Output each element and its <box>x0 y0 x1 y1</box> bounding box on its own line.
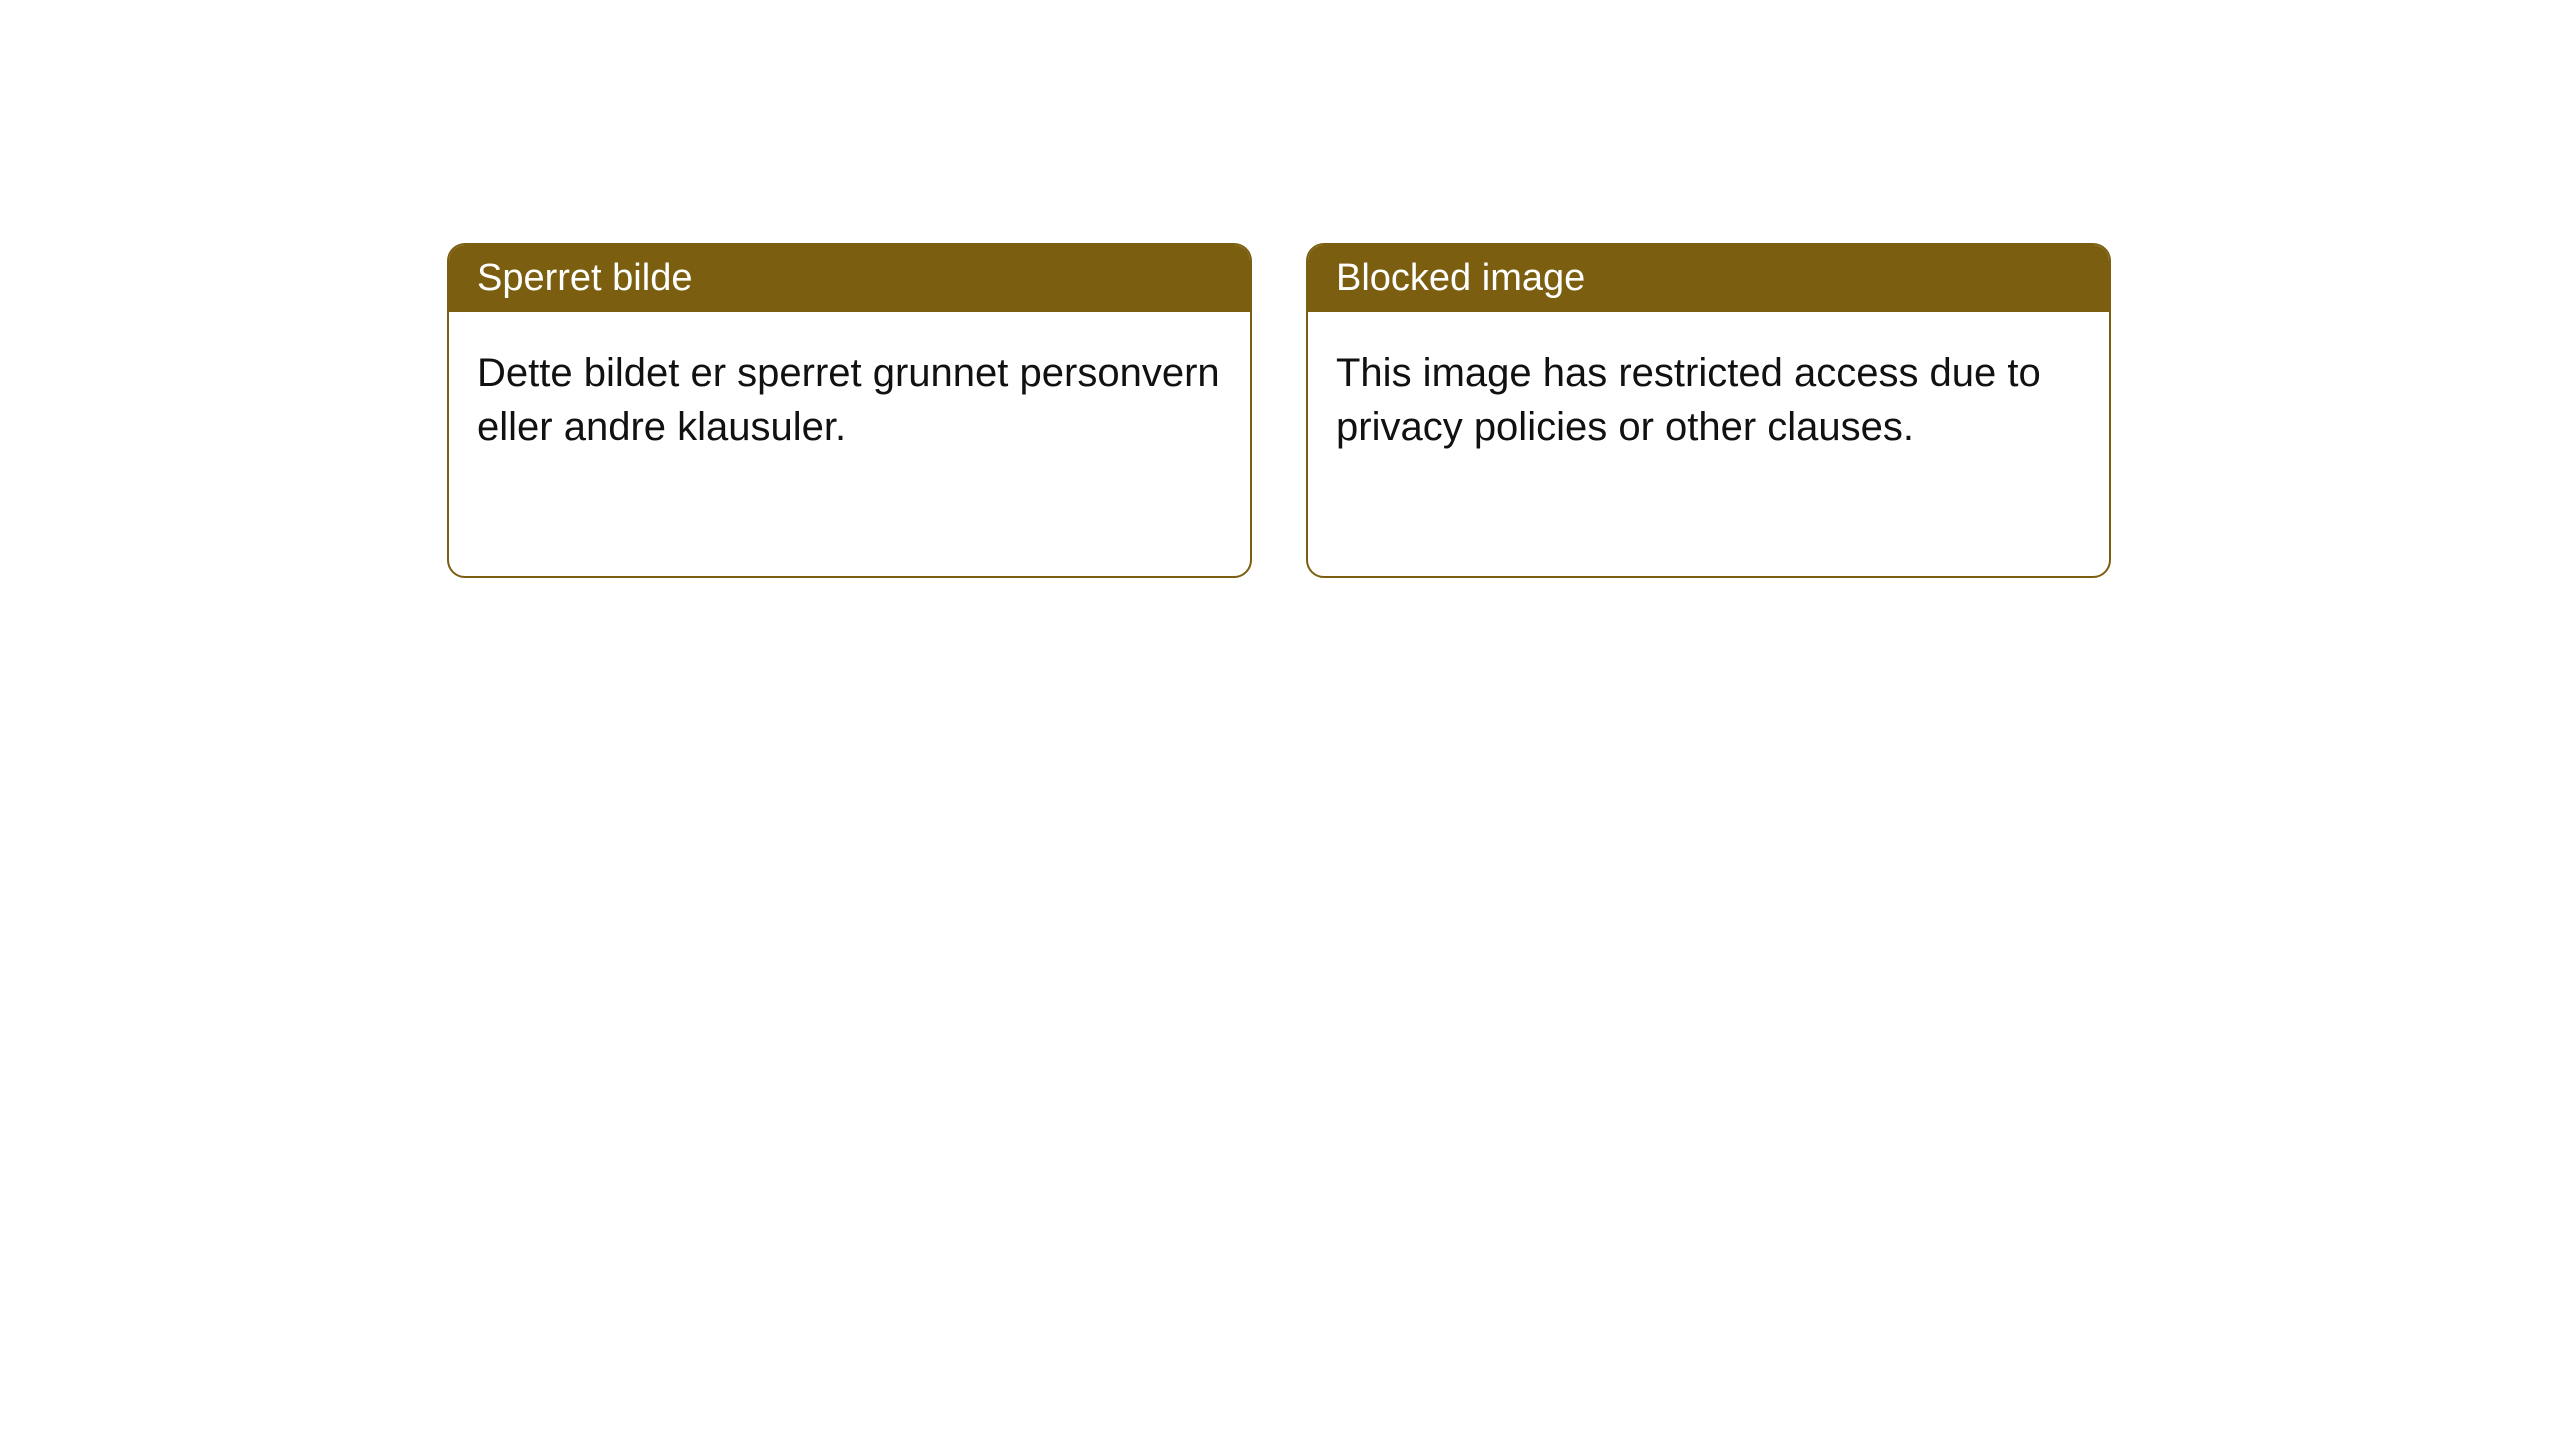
notice-card-norwegian: Sperret bilde Dette bildet er sperret gr… <box>447 243 1252 578</box>
notice-card-english: Blocked image This image has restricted … <box>1306 243 2111 578</box>
notice-card-body: Dette bildet er sperret grunnet personve… <box>449 312 1250 488</box>
notice-card-header: Blocked image <box>1308 245 2109 312</box>
notice-card-header: Sperret bilde <box>449 245 1250 312</box>
notice-card-title: Blocked image <box>1336 257 1585 299</box>
notice-card-message: This image has restricted access due to … <box>1336 351 2041 449</box>
notice-card-message: Dette bildet er sperret grunnet personve… <box>477 351 1220 449</box>
notice-card-body: This image has restricted access due to … <box>1308 312 2109 488</box>
notice-card-title: Sperret bilde <box>477 257 692 299</box>
notice-cards-container: Sperret bilde Dette bildet er sperret gr… <box>447 243 2111 578</box>
